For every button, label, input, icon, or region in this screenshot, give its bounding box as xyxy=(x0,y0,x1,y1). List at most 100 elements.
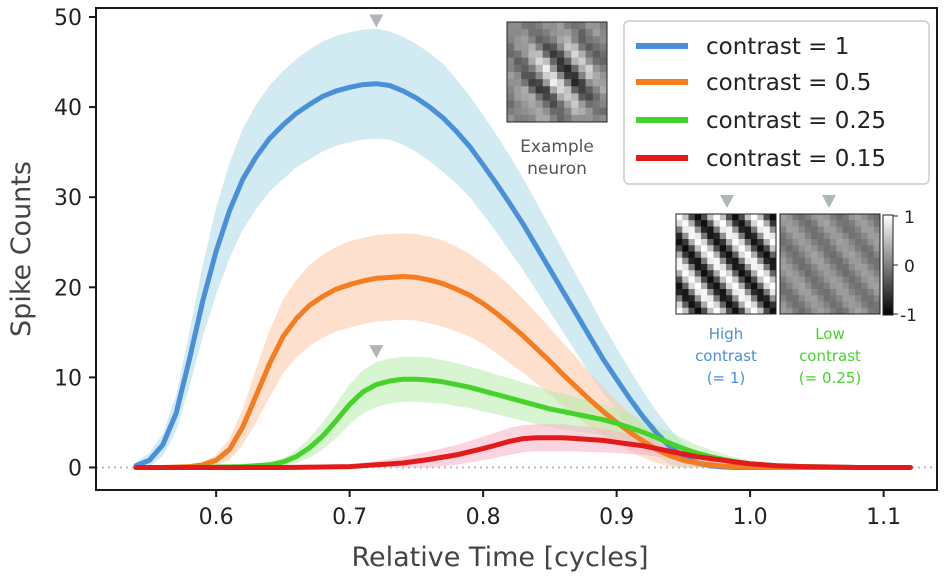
pixel xyxy=(792,295,800,302)
pixel xyxy=(842,270,850,277)
pixel xyxy=(873,214,881,221)
pixel xyxy=(726,270,733,277)
pixel xyxy=(842,214,850,221)
pixel xyxy=(738,214,746,221)
pixel xyxy=(842,307,850,315)
pixel xyxy=(578,50,586,59)
pixel xyxy=(738,245,746,252)
pixel xyxy=(855,257,862,265)
pixel xyxy=(798,239,806,246)
peak-markers xyxy=(369,14,384,359)
pixel xyxy=(811,307,818,315)
pixel xyxy=(867,251,875,259)
pixel xyxy=(792,214,800,221)
pixel xyxy=(867,276,875,284)
pixel xyxy=(738,270,746,277)
pixel xyxy=(592,57,601,66)
pixel xyxy=(514,86,522,94)
pixel xyxy=(688,232,696,240)
pixel xyxy=(521,22,529,30)
pixel xyxy=(855,214,862,221)
x-axis-label: Relative Time [cycles] xyxy=(351,542,648,573)
pixel xyxy=(707,257,714,265)
pixel xyxy=(535,29,544,37)
pixel xyxy=(599,93,608,101)
pixel xyxy=(780,264,787,271)
pixel xyxy=(688,270,696,277)
pixel xyxy=(867,270,875,277)
pixel xyxy=(707,220,714,227)
pixel xyxy=(688,289,696,296)
pixel xyxy=(578,72,586,80)
pixel xyxy=(726,276,733,284)
pixel xyxy=(805,307,812,315)
pixel xyxy=(514,57,522,66)
pixel xyxy=(811,239,818,246)
pixel xyxy=(769,301,777,309)
pixel xyxy=(792,307,800,315)
pixel xyxy=(817,270,825,277)
pixel xyxy=(763,295,771,302)
pixel xyxy=(514,50,522,59)
pixel xyxy=(817,226,825,234)
pixel xyxy=(585,107,594,116)
pixel xyxy=(848,214,856,221)
pixel xyxy=(707,251,714,259)
pixel xyxy=(867,282,875,290)
pixel xyxy=(676,270,683,277)
pixel xyxy=(744,245,752,252)
pixel xyxy=(571,107,579,116)
pixel xyxy=(719,282,727,290)
pixel xyxy=(861,276,868,284)
low-contrast-label-line1: Low xyxy=(815,325,845,343)
pixel xyxy=(855,239,862,246)
pixel xyxy=(564,93,572,101)
pixel xyxy=(798,276,806,284)
pixel xyxy=(521,29,529,37)
pixel xyxy=(751,282,758,290)
pixel xyxy=(738,257,746,265)
pixel xyxy=(726,226,733,234)
pixel xyxy=(732,282,739,290)
pixel xyxy=(571,86,579,94)
pixel xyxy=(507,107,515,116)
pixel xyxy=(564,114,572,123)
pixel xyxy=(836,307,843,315)
pixel xyxy=(701,289,708,296)
y-tick-label: 20 xyxy=(54,276,82,301)
pixel xyxy=(786,301,793,309)
pixel xyxy=(564,86,572,94)
legend: contrast = 1 contrast = 0.5 contrast = 0… xyxy=(623,20,930,185)
line-series-1 xyxy=(133,274,913,470)
pixel xyxy=(701,226,708,234)
pixel xyxy=(861,257,868,265)
pixel xyxy=(786,245,793,252)
pixel xyxy=(542,79,551,87)
pixel xyxy=(744,220,752,227)
pixel xyxy=(817,214,825,221)
pixel xyxy=(578,114,586,123)
pixel xyxy=(535,57,544,66)
example-label-line2: neuron xyxy=(527,159,587,179)
pixel xyxy=(842,276,850,284)
y-tick-label: 50 xyxy=(54,6,82,31)
colorbar-label-mid: 0 xyxy=(904,257,915,277)
pixel xyxy=(836,282,843,290)
pixel xyxy=(578,64,586,73)
pixel xyxy=(682,251,689,259)
pixel xyxy=(694,295,702,302)
pixel xyxy=(830,289,837,296)
pixel xyxy=(867,245,875,252)
pixel xyxy=(751,214,758,221)
pixel xyxy=(732,226,739,234)
pixel xyxy=(811,214,818,221)
pixel xyxy=(823,220,831,227)
pixel xyxy=(682,257,689,265)
pixel xyxy=(786,270,793,277)
pixel xyxy=(564,43,572,51)
pixel xyxy=(713,214,721,221)
pixel xyxy=(751,239,758,246)
pixel xyxy=(848,289,856,296)
pixel xyxy=(528,57,536,66)
pixel xyxy=(780,307,787,315)
